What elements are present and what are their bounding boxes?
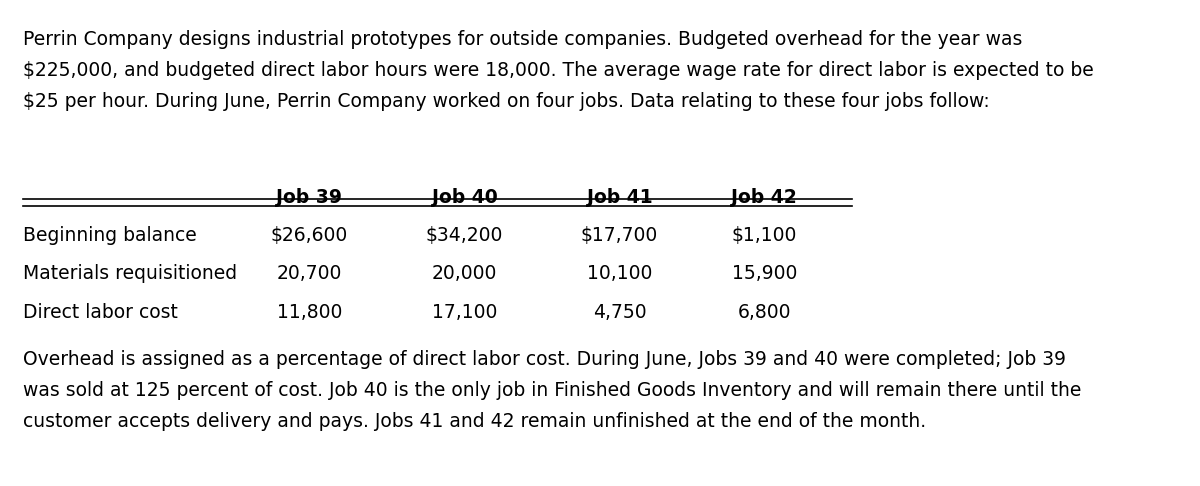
Text: 20,000: 20,000 [432,264,497,283]
Text: 15,900: 15,900 [732,264,797,283]
Text: 11,800: 11,800 [276,303,342,322]
Text: Materials requisitioned: Materials requisitioned [23,264,236,283]
Text: 20,700: 20,700 [276,264,342,283]
Text: 17,100: 17,100 [432,303,497,322]
Text: $34,200: $34,200 [426,226,503,245]
Text: 4,750: 4,750 [593,303,647,322]
Text: Perrin Company designs industrial prototypes for outside companies. Budgeted ove: Perrin Company designs industrial protot… [23,31,1093,111]
Text: Direct labor cost: Direct labor cost [23,303,178,322]
Text: Job 41: Job 41 [587,188,653,207]
Text: Beginning balance: Beginning balance [23,226,197,245]
Text: Job 42: Job 42 [732,188,797,207]
Text: Overhead is assigned as a percentage of direct labor cost. During June, Jobs 39 : Overhead is assigned as a percentage of … [23,350,1081,432]
Text: 10,100: 10,100 [587,264,652,283]
Text: Job 39: Job 39 [276,188,342,207]
Text: Job 40: Job 40 [432,188,497,207]
Text: $17,700: $17,700 [581,226,658,245]
Text: $1,100: $1,100 [732,226,797,245]
Text: $26,600: $26,600 [271,226,348,245]
Text: 6,800: 6,800 [738,303,791,322]
